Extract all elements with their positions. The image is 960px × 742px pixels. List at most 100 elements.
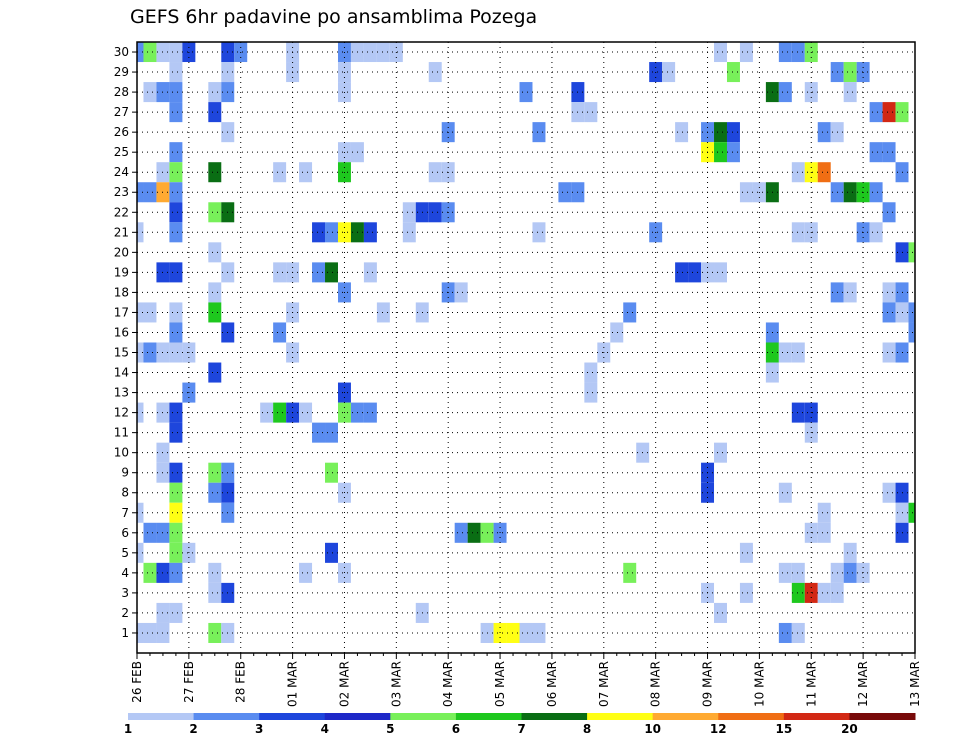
heatmap-cell [137, 182, 144, 203]
heatmap-cell [325, 542, 338, 563]
colorbar-label: 6 [452, 722, 460, 736]
y-tick-label: 14 [114, 366, 129, 380]
heatmap-cell [817, 522, 831, 543]
heatmap-cell [739, 42, 753, 63]
heatmap-cell [882, 282, 896, 303]
heatmap-cell [208, 302, 222, 323]
colorbar-label: 10 [644, 722, 661, 736]
heatmap-cell [376, 42, 390, 63]
y-tick-label: 21 [114, 225, 129, 239]
colorbar-swatch [193, 713, 260, 720]
heatmap-cell [299, 162, 313, 183]
heatmap-cell [675, 122, 689, 143]
heatmap-cell [623, 302, 637, 323]
heatmap-cell [467, 522, 481, 543]
heatmap-cell [137, 622, 144, 643]
heatmap-cell [791, 222, 805, 243]
x-tick-label: 10 MAR [752, 661, 766, 707]
y-tick-label: 25 [114, 145, 129, 159]
colorbar-label: 5 [386, 722, 394, 736]
y-tick-label: 18 [114, 285, 129, 299]
heatmap-cell [143, 302, 157, 323]
y-tick-label: 17 [114, 305, 129, 319]
y-tick-label: 5 [121, 546, 129, 560]
x-tick-label: 11 MAR [804, 661, 818, 707]
x-tick-label: 13 MAR [908, 661, 922, 707]
heatmap-cell [143, 42, 157, 63]
heatmap-cell [143, 182, 157, 203]
y-tick-label: 30 [114, 45, 129, 59]
heatmap-cell [778, 342, 792, 363]
heatmap-cell [869, 142, 883, 163]
heatmap-cell [169, 462, 183, 483]
heatmap-cell [137, 402, 144, 423]
heatmap-cell [208, 482, 222, 503]
heatmap-cells [137, 42, 915, 643]
x-tick-label: 05 MAR [493, 661, 507, 707]
y-tick-label: 19 [114, 265, 129, 279]
heatmap-cell [908, 502, 915, 523]
heatmap-cell [726, 62, 740, 83]
heatmap-cell [454, 522, 468, 543]
heatmap-cell [402, 202, 416, 223]
heatmap-cell [791, 402, 805, 423]
heatmap-cell [208, 462, 222, 483]
heatmap-cell [137, 542, 144, 563]
dotted-grid [136, 42, 916, 653]
colorbar-label: 7 [517, 722, 525, 736]
heatmap-cell [169, 482, 183, 503]
heatmap-cell [791, 622, 805, 643]
colorbar-label: 4 [321, 722, 329, 736]
heatmap-cell [363, 262, 377, 283]
heatmap-cell [714, 602, 727, 623]
colorbar-label: 12 [710, 722, 727, 736]
colorbar-swatch [587, 713, 654, 720]
heatmap-cell [791, 42, 805, 63]
heatmap-cell [869, 222, 883, 243]
y-tick-label: 3 [121, 586, 129, 600]
heatmap-cell [817, 502, 831, 523]
heatmap-cell [169, 302, 183, 323]
heatmap-cell [208, 242, 222, 263]
heatmap-cell [610, 322, 624, 343]
heatmap-cell [843, 542, 857, 563]
y-tick-label: 20 [114, 245, 129, 259]
heatmap-cell [137, 42, 144, 63]
y-tick-label: 26 [114, 125, 129, 139]
y-tick-label: 10 [114, 446, 129, 460]
heatmap-cell [169, 542, 183, 563]
y-tick-label: 29 [114, 65, 129, 79]
heatmap-cell [363, 42, 377, 63]
x-tick-label: 02 MAR [337, 661, 351, 707]
heatmap-cell [169, 82, 183, 103]
heatmap-cell [688, 262, 702, 283]
heatmap-cell [169, 422, 183, 443]
heatmap-cell [843, 562, 857, 583]
heatmap-cell [908, 242, 915, 263]
heatmap-cell [532, 122, 546, 143]
heatmap-cell [882, 142, 896, 163]
x-tick-label: 09 MAR [701, 661, 715, 707]
heatmap-cell [312, 262, 326, 283]
heatmap-cell [778, 42, 792, 63]
heatmap-cell [623, 562, 637, 583]
colorbar-swatch [259, 713, 326, 720]
heatmap-cell [908, 302, 915, 323]
heatmap-cell [208, 362, 222, 383]
heatmap-cell [817, 582, 831, 603]
heatmap-cell [584, 362, 598, 383]
heatmap-cell [778, 622, 792, 643]
y-tick-label: 1 [121, 626, 129, 640]
y-tick-label: 22 [114, 205, 129, 219]
heatmap-cell [869, 182, 883, 203]
heatmap-cell [325, 462, 338, 483]
heatmap-cell [208, 202, 222, 223]
heatmap-cell [208, 162, 222, 183]
colorbar-swatch [128, 713, 195, 720]
heatmap-cell [169, 162, 183, 183]
y-tick-label: 11 [114, 426, 129, 440]
heatmap-cell [662, 62, 676, 83]
heatmap-cell [675, 262, 689, 283]
heatmap-cell [714, 262, 727, 283]
